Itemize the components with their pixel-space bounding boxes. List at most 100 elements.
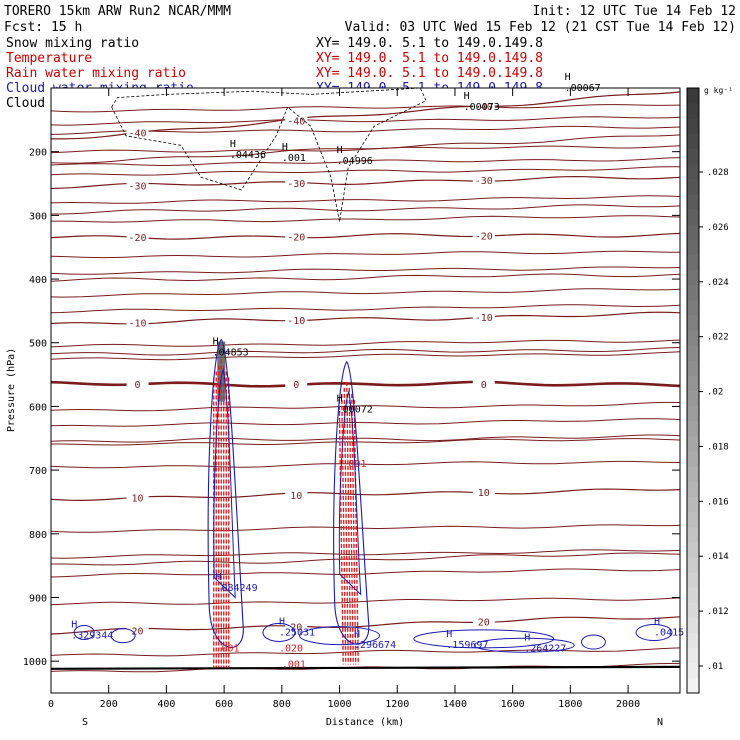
rain-maximum-value: .001 [282, 660, 306, 671]
colorbar-segment [687, 677, 699, 694]
isotherm-label: 10 [290, 491, 302, 502]
colorbar-segment [687, 148, 699, 165]
isotherm-label-bg [285, 620, 308, 632]
colorbar-segment [687, 269, 699, 286]
rain-contour [353, 399, 359, 665]
isotherm-label: 10 [132, 493, 144, 504]
snow-maximum-value: .04436 [230, 150, 266, 161]
colorbar-segment [687, 556, 699, 573]
cloud-water-maximum-value: .159697 [446, 640, 488, 651]
snow-maximum-marker: H [230, 139, 236, 150]
isotherm-minor [50, 524, 681, 533]
north-end-label: N [657, 717, 663, 728]
isotherm-label: -40 [475, 102, 493, 113]
rain-contour [343, 387, 349, 665]
snow-maximum-value: .04853 [213, 347, 249, 358]
isotherm-label: -10 [475, 313, 493, 324]
isotherm-minor [50, 418, 681, 427]
colorbar: .01 .012 .014 .016 .018 .02 .022 .024 .026 .028 g … [686, 86, 733, 694]
isotherm-label: -40 [129, 128, 147, 139]
colorbar-segment [687, 284, 699, 301]
colorbar-tick-label: .02 [707, 388, 723, 398]
isotherm-minor [51, 215, 681, 223]
isotherm-label-bg [472, 615, 495, 627]
cloud-water-maximum-marker: H [215, 572, 221, 583]
isotherm-minor [50, 125, 681, 135]
colorbar-segment [687, 209, 699, 225]
x-tick-label: 1400 [443, 699, 467, 710]
colorbar-segment [687, 420, 699, 437]
x-tick-label: 400 [157, 699, 175, 710]
isotherm-minor [50, 250, 681, 259]
x-tick-label: 800 [273, 699, 291, 710]
isotherm [50, 232, 681, 240]
isotherm-minor [50, 266, 681, 275]
isotherm-minor [50, 145, 681, 154]
snow-maximum-marker: H [464, 91, 470, 102]
y-tick-label: 800 [29, 530, 47, 541]
cloud-water-maximum-marker: H [654, 617, 660, 628]
colorbar-segment [687, 88, 699, 104]
y-tick-label: 400 [29, 275, 47, 286]
rain-contour [346, 381, 352, 665]
isotherm-label-bg [285, 114, 308, 126]
y-tick-label: 600 [29, 402, 47, 413]
isotherm-minor [50, 460, 681, 469]
isotherm-label-bg [285, 230, 308, 242]
isotherm-label: -30 [287, 179, 305, 190]
plot-frame [50, 87, 681, 694]
y-tick-label: 1000 [23, 657, 47, 668]
isotherm-label: -40 [287, 116, 305, 127]
isotherm-label: 20 [478, 618, 490, 629]
cloud-water-maximum-marker: H [279, 617, 285, 628]
colorbar-unit: g kg⁻¹ [704, 86, 733, 95]
x-tick-label: 0 [48, 699, 54, 710]
cloud-water-contour-inner [338, 390, 362, 596]
colorbar-segment [687, 481, 699, 497]
plot-background [51, 88, 680, 693]
isotherm-label-bg [126, 316, 149, 328]
init-time: Init: 12 UTC Tue 14 Feb 12 [533, 4, 737, 19]
colorbar-segment [687, 178, 699, 195]
colorbar-segment [687, 647, 699, 664]
colorbar-segment [687, 451, 699, 467]
rain-contour [338, 399, 344, 665]
legend-field-name: Snow mixing ratio [6, 36, 139, 51]
isotherm [50, 488, 681, 502]
cloud-water-maximum-value: .296674 [354, 640, 396, 651]
isotherm [50, 380, 681, 388]
isotherm-intermediate [51, 204, 681, 215]
isotherm [50, 616, 681, 635]
colorbar-tick-label: .012 [707, 607, 729, 617]
rain-contour [348, 387, 354, 665]
snow-contour [111, 87, 427, 222]
colorbar-segment [687, 390, 699, 407]
isotherm-label: -10 [287, 316, 305, 327]
colorbar-segment [687, 254, 699, 270]
isotherm-label: 0 [481, 380, 487, 391]
y-tick-label: 900 [29, 593, 47, 604]
colorbar-tick-label: .024 [707, 278, 729, 288]
colorbar-segment [687, 496, 699, 512]
axes: 0 200 400 600 800 1000 1200 1400 1600 1800 2000200… [23, 87, 681, 710]
rain-maximum-value: .001 [342, 459, 366, 470]
isotherm-minor [50, 104, 681, 113]
colorbar-tick-label: .016 [707, 497, 729, 507]
isotherm-label: 20 [132, 626, 144, 637]
isotherm [50, 311, 681, 325]
ground-line [50, 665, 681, 670]
cloud-water-blob [110, 628, 136, 644]
colorbar-tick-label: .022 [707, 333, 729, 343]
model-title: TORERO 15km ARW Run2 NCAR/MMM [4, 4, 231, 19]
isotherm-minor [50, 597, 681, 606]
rain-contour [351, 393, 357, 665]
colorbar-segment [687, 224, 699, 240]
colorbar-tick-label: .026 [707, 223, 729, 233]
isotherm-label-bg [126, 126, 149, 138]
isotherm-label: -30 [129, 181, 147, 192]
colorbar-segment [687, 541, 699, 558]
legend-field-xy: XY= 149.0. 5.1 to 149.0.149.8 [316, 51, 543, 66]
snow-maximum-value: .00072 [337, 405, 373, 416]
colorbar-segment [687, 466, 699, 482]
